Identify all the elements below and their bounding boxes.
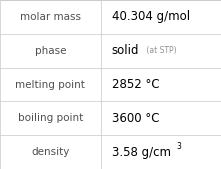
Text: 3: 3 xyxy=(177,141,182,151)
Text: solid: solid xyxy=(112,44,139,57)
Text: 3600 °C: 3600 °C xyxy=(112,112,159,125)
Text: phase: phase xyxy=(34,46,66,56)
Text: density: density xyxy=(31,147,69,157)
Text: molar mass: molar mass xyxy=(20,12,81,22)
Text: melting point: melting point xyxy=(15,79,85,90)
Text: 3.58 g/cm: 3.58 g/cm xyxy=(112,146,171,159)
Text: 40.304 g/mol: 40.304 g/mol xyxy=(112,10,190,23)
Text: 2852 °C: 2852 °C xyxy=(112,78,159,91)
Text: boiling point: boiling point xyxy=(18,113,83,123)
Text: (at STP): (at STP) xyxy=(144,46,176,55)
